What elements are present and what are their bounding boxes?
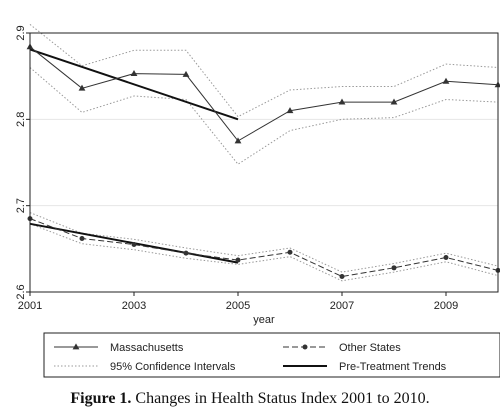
y-tick-label: 2.8	[15, 112, 27, 127]
other-states-point	[131, 242, 137, 248]
ci-upper-line	[29, 212, 499, 273]
massachusetts-point	[286, 107, 294, 114]
x-tick-label: 2009	[434, 300, 458, 312]
ci-lower-line	[29, 223, 499, 282]
legend-marker-massachusetts	[72, 343, 80, 350]
ci-upper-line	[29, 24, 499, 118]
x-tick-label: 2001	[18, 300, 42, 312]
massachusetts-point	[78, 84, 86, 91]
other-states-point	[391, 265, 397, 271]
other-states-point	[183, 250, 189, 256]
x-tick-label: 2005	[226, 300, 250, 312]
figure-caption-label: Figure 1.	[70, 390, 132, 407]
y-tick-label: 2.7	[15, 198, 27, 213]
massachusetts-line	[29, 46, 499, 142]
legend-label: Pre-Treatment Trends	[339, 361, 447, 373]
other-states-point	[339, 273, 345, 279]
figure-caption-text: Changes in Health Status Index 2001 to 2…	[135, 390, 430, 407]
other-states-point	[235, 257, 241, 263]
other-states-point	[443, 254, 449, 260]
ci-lower-line	[29, 67, 499, 165]
massachusetts-point	[182, 70, 190, 77]
y-tick-label: 2.9	[15, 25, 27, 40]
other-states-point	[287, 249, 293, 255]
massachusetts-series	[26, 43, 500, 144]
other-states-point	[79, 235, 85, 241]
figure-caption: Figure 1. Changes in Health Status Index…	[0, 390, 500, 408]
trend-line	[29, 48, 239, 121]
legend-label: 95% Confidence Intervals	[110, 361, 236, 373]
y-tick-label: 2.6	[15, 284, 27, 299]
legend-box	[43, 332, 500, 378]
legend-label: Other States	[339, 342, 401, 354]
other-states-line	[29, 218, 499, 278]
massachusetts-point	[442, 77, 450, 84]
massachusetts-point	[338, 98, 346, 105]
massachusetts-point	[494, 81, 500, 88]
axes: 2001 2003 2005 2007 2009 2.6 2.7 2.8 2.9 year	[15, 25, 458, 326]
other-states-series	[27, 216, 500, 279]
massachusetts-point	[234, 137, 242, 144]
plot-frame	[29, 32, 499, 293]
x-tick-label: 2007	[330, 300, 354, 312]
legend-marker-other-states	[302, 344, 308, 350]
x-tick-label: 2003	[122, 300, 146, 312]
x-axis-title: year	[253, 314, 275, 326]
confidence-bands	[29, 24, 499, 282]
chart: 2001 2003 2005 2007 2009 2.6 2.7 2.8 2.9 year Mas…	[15, 24, 500, 378]
massachusetts-point	[390, 98, 398, 105]
legend-label: Massachusetts	[110, 342, 184, 354]
legend: Massachusetts Other States 95% Confidence …	[43, 332, 500, 378]
massachusetts-point	[130, 69, 138, 76]
pre-treatment-trends	[29, 48, 239, 264]
